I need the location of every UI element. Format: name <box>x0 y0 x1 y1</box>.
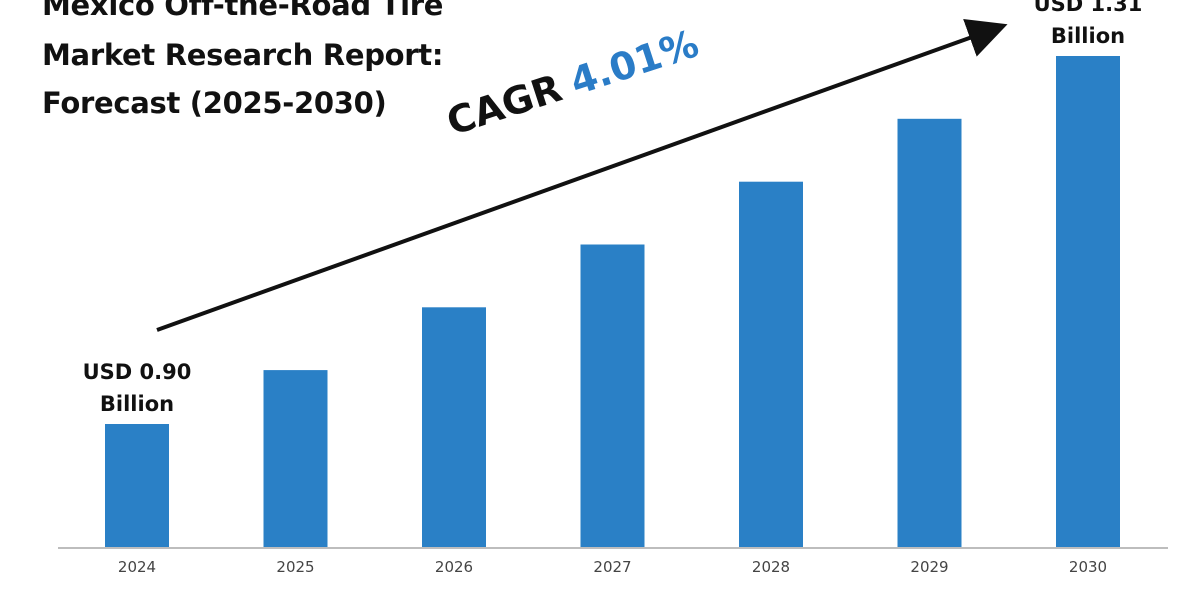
chart-title-line-3: Forecast (2025-2030) <box>42 86 387 120</box>
x-tick-label-2026: 2026 <box>434 558 474 576</box>
bar-2027 <box>580 244 645 548</box>
bar-2028 <box>739 181 803 548</box>
bar-2026 <box>422 307 486 548</box>
bar-2025 <box>263 370 328 548</box>
x-tick-label-2024: 2024 <box>117 558 157 576</box>
bar-2029 <box>897 118 962 549</box>
chart-title-line-2: Market Research Report: <box>42 38 444 72</box>
bars <box>105 56 1120 549</box>
end-value-amount: USD 1.31 <box>1033 0 1143 16</box>
bar-2024 <box>105 424 169 548</box>
end-value-unit: Billion <box>1050 24 1126 48</box>
chart-title-line-1: Mexico Off-the-Road Tire <box>42 0 444 22</box>
end-value-label: USD 1.31 Billion <box>1008 0 1168 52</box>
start-value-amount: USD 0.90 <box>82 360 192 384</box>
x-tick-label-2030: 2030 <box>1068 558 1108 576</box>
start-value-label: USD 0.90 Billion <box>57 356 217 420</box>
x-tick-label-2029: 2029 <box>910 558 949 576</box>
x-tick-label-2025: 2025 <box>276 558 315 576</box>
x-tick-label-2028: 2028 <box>751 558 791 576</box>
bar-2030 <box>1056 56 1120 548</box>
x-tick-label-2027: 2027 <box>593 558 632 576</box>
trend-arrow <box>156 19 1008 332</box>
start-value-unit: Billion <box>99 392 175 416</box>
